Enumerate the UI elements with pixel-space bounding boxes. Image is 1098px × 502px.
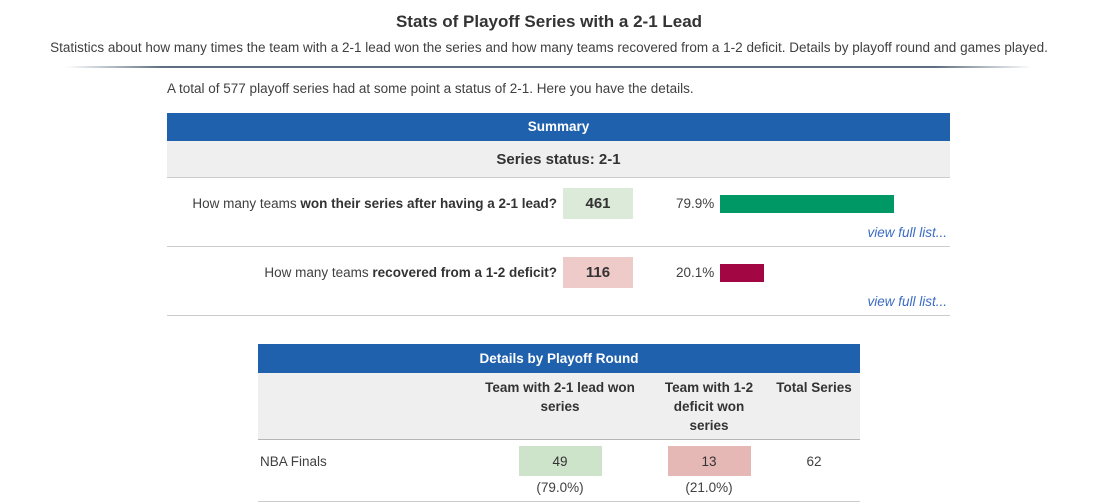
deficit-won-count-box: 13 <box>667 446 751 476</box>
question-plain-text: How many teams <box>192 196 301 211</box>
table-row-nba-finals: NBA Finals 49 (79.0%) 13 (21.0%) 62 <box>258 440 860 502</box>
question-lead-won: How many teams won their series after ha… <box>167 196 557 211</box>
column-header-deficit-won: Team with 1-2 deficit won series <box>664 380 754 433</box>
page-title: Stats of Playoff Series with a 2-1 Lead <box>395 12 703 31</box>
question-deficit-won: How many teams recovered from a 1-2 defi… <box>167 265 557 280</box>
summary-table: Summary Series status: 2-1 How many team… <box>167 113 950 316</box>
summary-row-deficit-won: How many teams recovered from a 1-2 defi… <box>167 247 950 316</box>
page-subtitle: Statistics about how many times the team… <box>50 40 1048 55</box>
percent-bar-track <box>720 194 937 213</box>
details-table: Details by Playoff Round Team with 2-1 l… <box>258 344 860 502</box>
series-status-subheader: Series status: 2-1 <box>167 141 950 178</box>
column-header-lead-won: Team with 2-1 lead won series <box>485 380 635 414</box>
percent-bar-deficit-won <box>720 263 764 282</box>
view-full-list-line: view full list... <box>167 288 950 315</box>
percent-label-lead-won: 79.9% <box>676 196 715 211</box>
round-name: NBA Finals <box>260 454 327 469</box>
column-header-round <box>258 373 470 439</box>
question-bold-text: recovered from a 1-2 deficit? <box>372 265 557 280</box>
question-plain-text: How many teams <box>264 265 373 280</box>
details-table-header: Details by Playoff Round <box>258 344 860 373</box>
intro-text: A total of 577 playoff series had at som… <box>167 81 694 96</box>
total-series-value: 62 <box>806 454 822 469</box>
question-bold-text: won their series after having a 2-1 lead… <box>300 196 557 211</box>
column-header-total-series: Total Series <box>776 380 852 395</box>
details-column-headers: Team with 2-1 lead won series Team with … <box>258 373 860 440</box>
count-box-lead-won: 461 <box>563 188 633 219</box>
count-box-deficit-won: 116 <box>563 257 633 288</box>
view-full-list-link-deficit-won[interactable]: view full list... <box>867 294 947 309</box>
lead-won-count-box: 49 <box>518 446 602 476</box>
view-full-list-link-lead-won[interactable]: view full list... <box>867 225 947 240</box>
lead-won-cell: 49 (79.0%) <box>470 446 650 495</box>
summary-row-lead-won: How many teams won their series after ha… <box>167 178 950 247</box>
percent-bar-lead-won <box>720 194 894 213</box>
percent-label-deficit-won: 20.1% <box>676 265 715 280</box>
section-divider <box>66 66 1032 68</box>
view-full-list-line: view full list... <box>167 219 950 246</box>
percent-bar-track <box>720 263 937 282</box>
summary-table-header: Summary <box>167 113 950 141</box>
